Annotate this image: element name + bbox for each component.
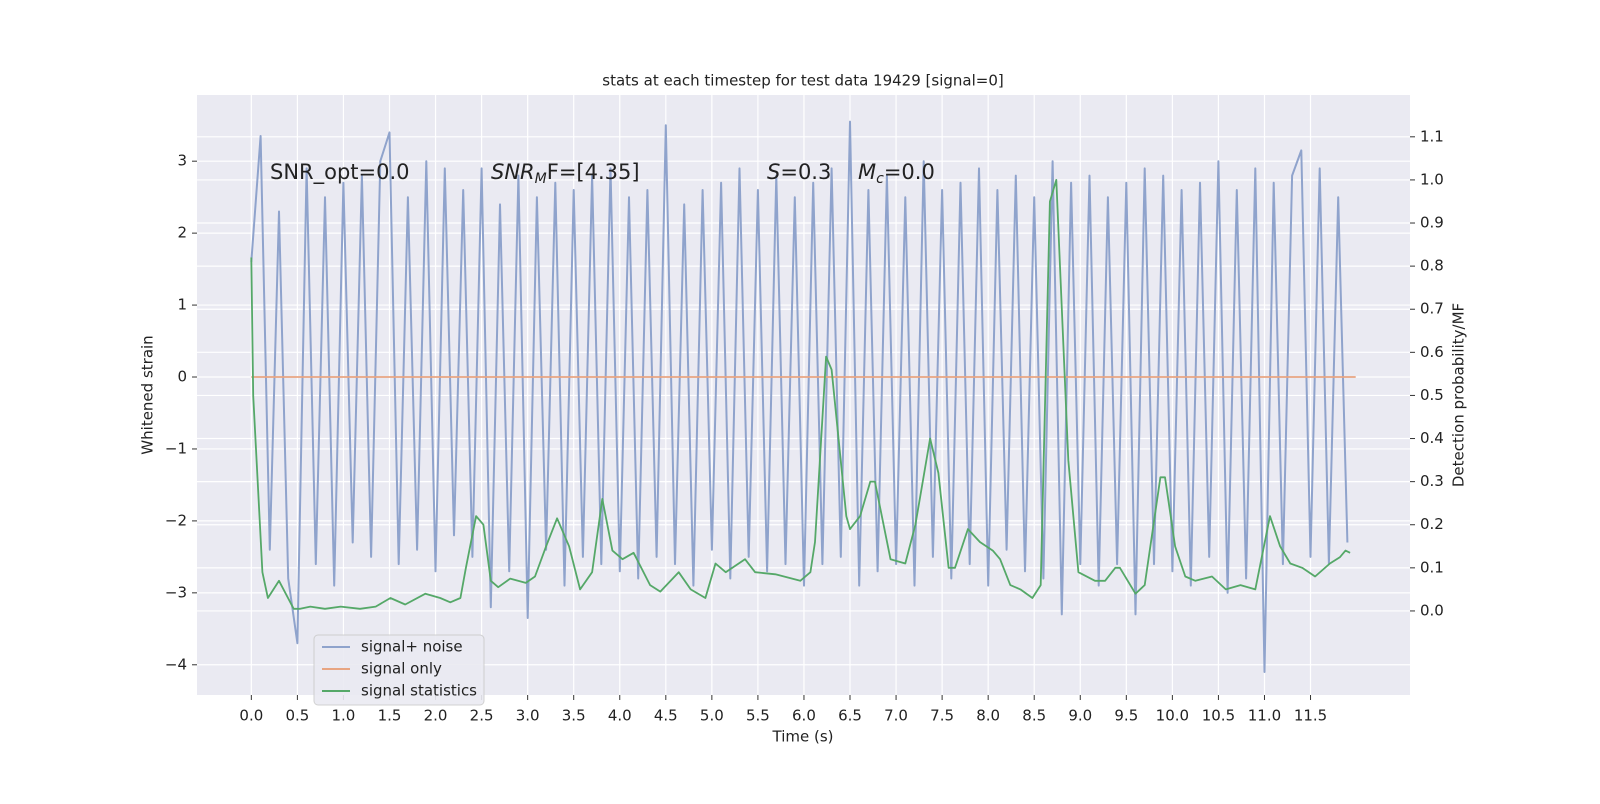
annotation-sub: M — [535, 171, 547, 187]
x-tick-label: 7.0 — [884, 707, 908, 725]
y-tick-label: −1 — [165, 439, 187, 457]
y2-tick-label: 0.2 — [1420, 515, 1444, 533]
y2-tick-label: 1.1 — [1420, 127, 1444, 145]
y-tick-label: 3 — [177, 152, 187, 170]
y2-tick-label: 1.0 — [1420, 170, 1444, 188]
annotation: S=0.3 — [767, 160, 831, 184]
chart-title: stats at each timestep for test data 194… — [602, 72, 1003, 90]
y2-tick-label: 0.5 — [1420, 386, 1444, 404]
x-tick-label: 0.0 — [239, 707, 263, 725]
x-tick-label: 3.5 — [562, 707, 586, 725]
y-tick-label: −2 — [165, 511, 187, 529]
y2-tick-label: 0.4 — [1420, 429, 1444, 447]
x-tick-label: 2.5 — [470, 707, 494, 725]
annotation-rest: =0.0 — [884, 160, 935, 184]
x-tick-label: 9.5 — [1114, 707, 1138, 725]
y2-tick-label: 0.3 — [1420, 472, 1444, 490]
y2-tick-label: 0.1 — [1420, 558, 1444, 576]
x-axis-label: Time (s) — [772, 728, 834, 746]
x-tick-label: 8.0 — [976, 707, 1000, 725]
series-line — [250, 120, 1349, 673]
x-tick-label: 10.5 — [1202, 707, 1235, 725]
x-tick-label: 2.0 — [424, 707, 448, 725]
x-tick-label: 4.5 — [654, 707, 678, 725]
y2-tick-label: 0.9 — [1420, 214, 1444, 232]
x-tick-label: 0.5 — [285, 707, 309, 725]
annotation-main: SNR — [491, 160, 535, 184]
y-tick-label: 0 — [177, 368, 187, 386]
y2-tick-label: 0.7 — [1420, 300, 1444, 318]
x-tick-label: 11.5 — [1294, 707, 1327, 725]
annotation: SNRMF=[4.35] — [491, 160, 640, 187]
legend-label: signal only — [361, 660, 442, 678]
annotation-rest: F=[4.35] — [547, 160, 640, 184]
y-tick-label: 1 — [177, 296, 187, 314]
x-tick-label: 3.0 — [516, 707, 540, 725]
x-tick-label: 8.5 — [1022, 707, 1046, 725]
x-tick-label: 9.0 — [1068, 707, 1092, 725]
x-tick-label: 5.5 — [746, 707, 770, 725]
y-tick-label: 2 — [177, 224, 187, 242]
y-tick-label: −3 — [165, 583, 187, 601]
y2-tick-label: 0.6 — [1420, 343, 1444, 361]
y-axis-label: Whitened strain — [139, 335, 157, 454]
x-tick-label: 4.0 — [608, 707, 632, 725]
annotation-main: M — [858, 160, 876, 184]
annotation-sub: c — [876, 171, 884, 187]
annotation-rest: =0.3 — [780, 160, 831, 184]
y2-axis-label: Detection probability/MF — [1450, 303, 1468, 487]
x-tick-label: 11.0 — [1248, 707, 1281, 725]
annotation: SNR_opt=0.0 — [270, 160, 410, 185]
x-tick-label: 10.0 — [1156, 707, 1189, 725]
annotation-main: S — [767, 160, 780, 184]
y-tick-label: −4 — [165, 655, 187, 673]
x-tick-label: 5.0 — [700, 707, 724, 725]
annotation-main: SNR_opt=0.0 — [270, 160, 410, 185]
x-tick-label: 7.5 — [930, 707, 954, 725]
series-line — [250, 179, 1351, 610]
legend-box — [313, 634, 485, 706]
legend-label: signal statistics — [361, 682, 477, 700]
y2-tick-label: 0.8 — [1420, 257, 1444, 275]
annotation: Mc=0.0 — [858, 160, 935, 187]
x-tick-label: 6.5 — [838, 707, 862, 725]
x-tick-label: 1.0 — [332, 707, 356, 725]
x-tick-label: 6.0 — [792, 707, 816, 725]
y2-tick-label: 0.0 — [1420, 601, 1444, 619]
x-tick-label: 1.5 — [378, 707, 402, 725]
legend-label: signal+ noise — [361, 638, 463, 656]
